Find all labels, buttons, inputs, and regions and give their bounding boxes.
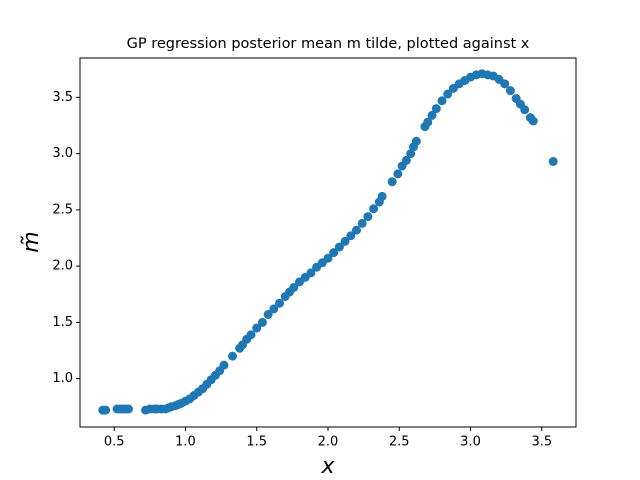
point	[411, 136, 421, 146]
point	[257, 317, 267, 327]
point	[323, 253, 333, 263]
x-tick-label: 0.5	[104, 435, 125, 450]
x-tick-label: 1.0	[175, 435, 196, 450]
point	[377, 191, 387, 201]
point	[363, 212, 373, 222]
point	[443, 89, 453, 99]
y-tick-label: 3.5	[52, 90, 73, 105]
point	[393, 169, 403, 179]
point	[423, 117, 433, 127]
point	[401, 155, 411, 165]
point	[427, 110, 437, 120]
x-tick-label: 3.5	[531, 435, 552, 450]
y-tick-label: 1.5	[52, 315, 73, 330]
chart-title: GP regression posterior mean m tilde, pl…	[127, 36, 530, 52]
point	[329, 248, 339, 258]
point	[334, 242, 344, 252]
point	[228, 351, 238, 361]
y-tick-label: 3.0	[52, 146, 73, 161]
x-tick-label: 1.5	[246, 435, 267, 450]
point	[289, 283, 299, 292]
point	[275, 298, 285, 308]
x-tick-label: 3.0	[460, 435, 481, 450]
x-axis-label: x	[320, 454, 335, 479]
point	[246, 330, 256, 340]
y-axis-label: m̃	[19, 231, 44, 252]
point	[306, 268, 316, 278]
point	[346, 231, 356, 241]
y-tick-label: 1.0	[52, 371, 73, 386]
point	[252, 323, 262, 333]
point	[387, 177, 397, 187]
point	[357, 218, 367, 228]
point	[500, 79, 510, 89]
point	[406, 149, 416, 159]
point	[369, 204, 379, 214]
plot-frame	[79, 57, 577, 428]
point	[352, 225, 362, 235]
point	[548, 157, 558, 166]
point	[219, 360, 229, 370]
point	[528, 116, 538, 126]
x-tick-label: 2.0	[318, 435, 339, 450]
point	[520, 105, 530, 115]
point	[437, 96, 447, 106]
y-tick-label: 2.0	[52, 259, 73, 274]
point	[263, 310, 273, 319]
point	[123, 404, 133, 414]
point	[340, 236, 350, 246]
point	[269, 304, 279, 314]
point	[505, 86, 515, 96]
x-tick-label: 2.5	[389, 435, 410, 450]
point	[101, 405, 111, 415]
point	[431, 104, 441, 114]
y-tick-label: 2.5	[52, 202, 73, 217]
